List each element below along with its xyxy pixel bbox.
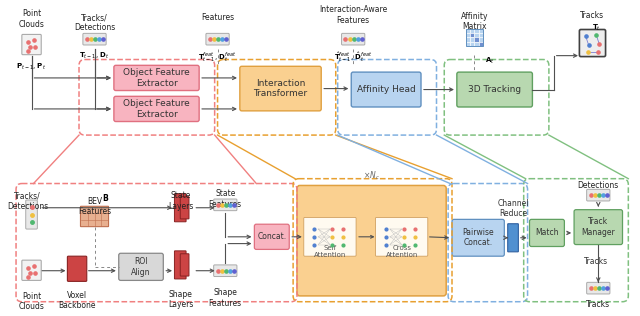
Text: Affinity
Matrix: Affinity Matrix bbox=[461, 12, 488, 32]
Text: $\mathbf{T}_{t-1}$, $\mathbf{D}_t$: $\mathbf{T}_{t-1}$, $\mathbf{D}_t$ bbox=[79, 51, 110, 61]
Text: $\mathbf{A}_t$: $\mathbf{A}_t$ bbox=[485, 56, 495, 66]
Bar bbox=[474, 33, 479, 37]
Text: State
Features: State Features bbox=[209, 189, 242, 209]
FancyBboxPatch shape bbox=[508, 224, 518, 252]
FancyBboxPatch shape bbox=[587, 282, 610, 294]
Text: State
Layers: State Layers bbox=[168, 191, 193, 211]
Text: Affinity Head: Affinity Head bbox=[356, 85, 415, 94]
Bar bbox=[465, 42, 470, 46]
FancyBboxPatch shape bbox=[22, 260, 41, 280]
Text: Voxel
Backbone: Voxel Backbone bbox=[58, 291, 96, 310]
Text: Shape
Features: Shape Features bbox=[209, 288, 242, 307]
FancyBboxPatch shape bbox=[175, 251, 186, 279]
Text: Interaction
Transformer: Interaction Transformer bbox=[253, 79, 308, 98]
Text: Track
Manager: Track Manager bbox=[581, 217, 615, 237]
FancyBboxPatch shape bbox=[114, 96, 199, 122]
Text: 3D Tracking: 3D Tracking bbox=[468, 85, 521, 94]
FancyBboxPatch shape bbox=[457, 72, 532, 107]
FancyBboxPatch shape bbox=[119, 253, 163, 280]
FancyBboxPatch shape bbox=[304, 217, 356, 256]
FancyBboxPatch shape bbox=[175, 194, 186, 222]
FancyBboxPatch shape bbox=[574, 210, 623, 245]
FancyBboxPatch shape bbox=[206, 33, 229, 45]
Bar bbox=[474, 37, 479, 42]
FancyBboxPatch shape bbox=[297, 185, 446, 296]
FancyBboxPatch shape bbox=[81, 206, 109, 227]
Bar bbox=[479, 33, 483, 37]
Bar bbox=[470, 28, 474, 33]
Text: $\mathbf{P}_{t-1}$, $\mathbf{P}_t$: $\mathbf{P}_{t-1}$, $\mathbf{P}_t$ bbox=[17, 61, 47, 72]
Text: Tracks: Tracks bbox=[580, 11, 605, 20]
Bar bbox=[470, 33, 474, 37]
Bar bbox=[470, 42, 474, 46]
FancyBboxPatch shape bbox=[26, 200, 37, 229]
Text: Concat.: Concat. bbox=[257, 232, 286, 241]
Text: Pairwise
Concat.: Pairwise Concat. bbox=[462, 228, 494, 247]
FancyBboxPatch shape bbox=[587, 189, 610, 201]
FancyBboxPatch shape bbox=[529, 219, 564, 246]
FancyBboxPatch shape bbox=[452, 219, 504, 256]
FancyBboxPatch shape bbox=[214, 199, 237, 211]
Text: Shape
Layers: Shape Layers bbox=[168, 290, 193, 309]
Text: Point
Clouds: Point Clouds bbox=[19, 9, 45, 28]
Bar bbox=[470, 37, 474, 42]
Bar bbox=[465, 33, 470, 37]
Bar bbox=[479, 28, 483, 33]
Text: Match: Match bbox=[535, 228, 559, 237]
FancyBboxPatch shape bbox=[342, 33, 365, 45]
Text: $\hat{\mathbf{T}}_{t-1}^{feat}$, $\hat{\mathbf{D}}_t^{feat}$: $\hat{\mathbf{T}}_{t-1}^{feat}$, $\hat{\… bbox=[334, 51, 372, 64]
Text: Features: Features bbox=[201, 13, 234, 22]
FancyBboxPatch shape bbox=[67, 256, 87, 281]
Text: Cross
Attention: Cross Attention bbox=[385, 245, 418, 258]
Text: $\times N_c$: $\times N_c$ bbox=[363, 169, 380, 182]
FancyBboxPatch shape bbox=[180, 197, 189, 219]
Bar bbox=[474, 42, 479, 46]
Text: Self
Attention: Self Attention bbox=[314, 245, 346, 258]
Bar bbox=[465, 37, 470, 42]
Text: Object Feature
Extractor: Object Feature Extractor bbox=[123, 99, 190, 118]
Text: Tracks/
Detections: Tracks/ Detections bbox=[74, 13, 115, 33]
Bar bbox=[479, 37, 483, 42]
FancyBboxPatch shape bbox=[114, 65, 199, 90]
Text: ROI
Align: ROI Align bbox=[131, 257, 151, 276]
Text: $\mathbf{T}_{t-1}^{feat}$, $\mathbf{D}_t^{feat}$: $\mathbf{T}_{t-1}^{feat}$, $\mathbf{D}_t… bbox=[198, 51, 237, 64]
Text: Channel
Reduce: Channel Reduce bbox=[497, 199, 529, 218]
Bar bbox=[465, 28, 483, 46]
FancyBboxPatch shape bbox=[351, 72, 421, 107]
Bar bbox=[479, 42, 483, 46]
Text: BEV
Features: BEV Features bbox=[78, 197, 111, 216]
FancyBboxPatch shape bbox=[240, 66, 321, 111]
FancyBboxPatch shape bbox=[83, 33, 106, 45]
FancyBboxPatch shape bbox=[579, 29, 605, 57]
Text: Point
Clouds: Point Clouds bbox=[19, 292, 45, 312]
Text: Tracks: Tracks bbox=[586, 300, 611, 309]
FancyBboxPatch shape bbox=[254, 224, 289, 249]
Text: Object Feature
Extractor: Object Feature Extractor bbox=[123, 68, 190, 88]
FancyBboxPatch shape bbox=[214, 265, 237, 276]
Text: Tracks/
Detections: Tracks/ Detections bbox=[7, 191, 48, 211]
Text: Tracks: Tracks bbox=[584, 257, 608, 265]
Text: Interaction-Aware
Features: Interaction-Aware Features bbox=[319, 5, 387, 25]
FancyBboxPatch shape bbox=[376, 217, 428, 256]
Text: $\mathbf{B}$: $\mathbf{B}$ bbox=[102, 192, 109, 203]
FancyBboxPatch shape bbox=[22, 34, 41, 55]
FancyBboxPatch shape bbox=[180, 254, 189, 276]
Text: Detections: Detections bbox=[578, 181, 619, 190]
Bar bbox=[474, 28, 479, 33]
Bar bbox=[465, 28, 470, 33]
Text: $\mathbf{T}_t$: $\mathbf{T}_t$ bbox=[593, 23, 602, 33]
